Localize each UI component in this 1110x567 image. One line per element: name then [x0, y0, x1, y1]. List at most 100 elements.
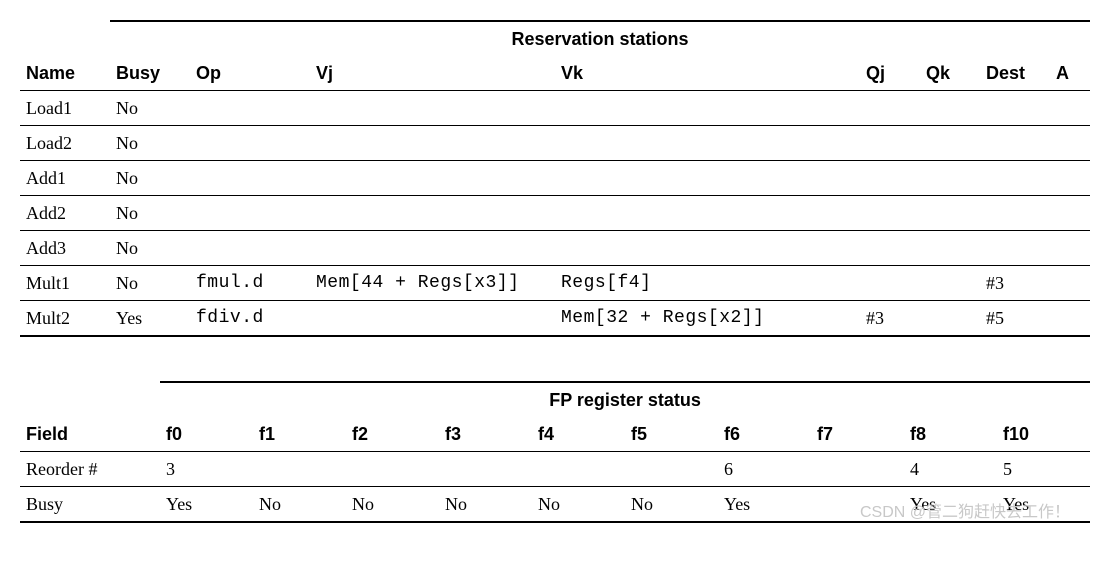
fp-col-reg: f10 — [997, 417, 1090, 452]
rs-cell-busy: No — [110, 231, 190, 266]
rs-cell-busy: No — [110, 266, 190, 301]
rs-cell-vk: Mem[32 + Regs[x2]] — [555, 301, 860, 337]
fp-cell: No — [346, 487, 439, 523]
rs-cell-dest — [980, 196, 1050, 231]
fp-col-reg: f5 — [625, 417, 718, 452]
rs-cell-vk — [555, 126, 860, 161]
fp-cell: 6 — [718, 452, 811, 487]
rs-cell-op: fmul.d — [190, 266, 310, 301]
fp-col-reg: f2 — [346, 417, 439, 452]
fp-cell — [439, 452, 532, 487]
rs-cell-vj — [310, 126, 555, 161]
rs-col-qk: Qk — [920, 56, 980, 91]
fp-cell: Yes — [997, 487, 1090, 523]
rs-cell-name: Mult1 — [20, 266, 110, 301]
rs-cell-qj — [860, 161, 920, 196]
rs-cell-vk — [555, 91, 860, 126]
table-row: Reorder # 3 6 4 5 — [20, 452, 1090, 487]
rs-cell-vk — [555, 231, 860, 266]
rs-cell-vk — [555, 196, 860, 231]
fp-cell: No — [532, 487, 625, 523]
rs-cell-qk — [920, 231, 980, 266]
fp-cell: 5 — [997, 452, 1090, 487]
rs-cell-vj — [310, 196, 555, 231]
rs-cell-busy: No — [110, 196, 190, 231]
rs-cell-op — [190, 231, 310, 266]
table-row: Mult1 No fmul.d Mem[44 + Regs[x3]] Regs[… — [20, 266, 1090, 301]
rs-col-op: Op — [190, 56, 310, 91]
rs-cell-name: Load2 — [20, 126, 110, 161]
rs-cell-busy: Yes — [110, 301, 190, 337]
fp-col-reg: f7 — [811, 417, 904, 452]
fp-cell: Yes — [718, 487, 811, 523]
fp-cell-label: Busy — [20, 487, 160, 523]
rs-cell-qk — [920, 161, 980, 196]
fp-cell: No — [439, 487, 532, 523]
rs-cell-op — [190, 161, 310, 196]
rs-cell-name: Add1 — [20, 161, 110, 196]
rs-cell-qj — [860, 231, 920, 266]
rs-cell-name: Add3 — [20, 231, 110, 266]
rs-col-a: A — [1050, 56, 1090, 91]
rs-cell-qj: #3 — [860, 301, 920, 337]
rs-cell-a — [1050, 301, 1090, 337]
rs-cell-dest — [980, 161, 1050, 196]
rs-cell-busy: No — [110, 91, 190, 126]
rs-col-dest: Dest — [980, 56, 1050, 91]
rs-cell-busy: No — [110, 161, 190, 196]
rs-cell-qk — [920, 266, 980, 301]
rs-cell-qj — [860, 266, 920, 301]
fp-col-field: Field — [20, 417, 160, 452]
rs-cell-dest: #5 — [980, 301, 1050, 337]
rs-cell-op — [190, 91, 310, 126]
fp-col-reg: f8 — [904, 417, 997, 452]
table-row: Add1 No — [20, 161, 1090, 196]
fp-col-reg: f6 — [718, 417, 811, 452]
rs-cell-dest — [980, 231, 1050, 266]
rs-col-vk: Vk — [555, 56, 860, 91]
fp-cell-label: Reorder # — [20, 452, 160, 487]
fp-cell: No — [253, 487, 346, 523]
fp-cell: 3 — [160, 452, 253, 487]
rs-cell-vk: Regs[f4] — [555, 266, 860, 301]
rs-cell-vj: Mem[44 + Regs[x3]] — [310, 266, 555, 301]
rs-cell-qj — [860, 196, 920, 231]
rs-col-qj: Qj — [860, 56, 920, 91]
fp-cell: No — [625, 487, 718, 523]
rs-cell-op — [190, 196, 310, 231]
rs-cell-a — [1050, 91, 1090, 126]
rs-cell-name: Load1 — [20, 91, 110, 126]
fp-col-reg: f4 — [532, 417, 625, 452]
table-row: Add3 No — [20, 231, 1090, 266]
rs-cell-qk — [920, 196, 980, 231]
reservation-stations-table: Reservation stations Name Busy Op Vj Vk … — [20, 20, 1090, 381]
fp-register-status-table: FP register status Field f0 f1 f2 f3 f4 … — [20, 381, 1090, 523]
table-row: Load1 No — [20, 91, 1090, 126]
rs-col-vj: Vj — [310, 56, 555, 91]
fp-title: FP register status — [160, 382, 1090, 417]
fp-cell — [625, 452, 718, 487]
rs-cell-qj — [860, 91, 920, 126]
fp-cell: Yes — [904, 487, 997, 523]
rs-cell-qj — [860, 126, 920, 161]
rs-cell-dest — [980, 126, 1050, 161]
rs-title: Reservation stations — [110, 21, 1090, 56]
rs-cell-vk — [555, 161, 860, 196]
table-row: Mult2 Yes fdiv.d Mem[32 + Regs[x2]] #3 #… — [20, 301, 1090, 337]
rs-cell-dest: #3 — [980, 266, 1050, 301]
fp-cell — [253, 452, 346, 487]
fp-col-reg: f0 — [160, 417, 253, 452]
fp-cell: 4 — [904, 452, 997, 487]
table-row: Load2 No — [20, 126, 1090, 161]
rs-cell-a — [1050, 126, 1090, 161]
fp-cell — [811, 452, 904, 487]
table-row: Busy Yes No No No No No Yes Yes Yes — [20, 487, 1090, 523]
rs-cell-busy: No — [110, 126, 190, 161]
rs-col-busy: Busy — [110, 56, 190, 91]
rs-cell-qk — [920, 91, 980, 126]
fp-cell: Yes — [160, 487, 253, 523]
rs-cell-vj — [310, 301, 555, 337]
fp-col-reg: f1 — [253, 417, 346, 452]
rs-cell-a — [1050, 196, 1090, 231]
rs-cell-a — [1050, 231, 1090, 266]
